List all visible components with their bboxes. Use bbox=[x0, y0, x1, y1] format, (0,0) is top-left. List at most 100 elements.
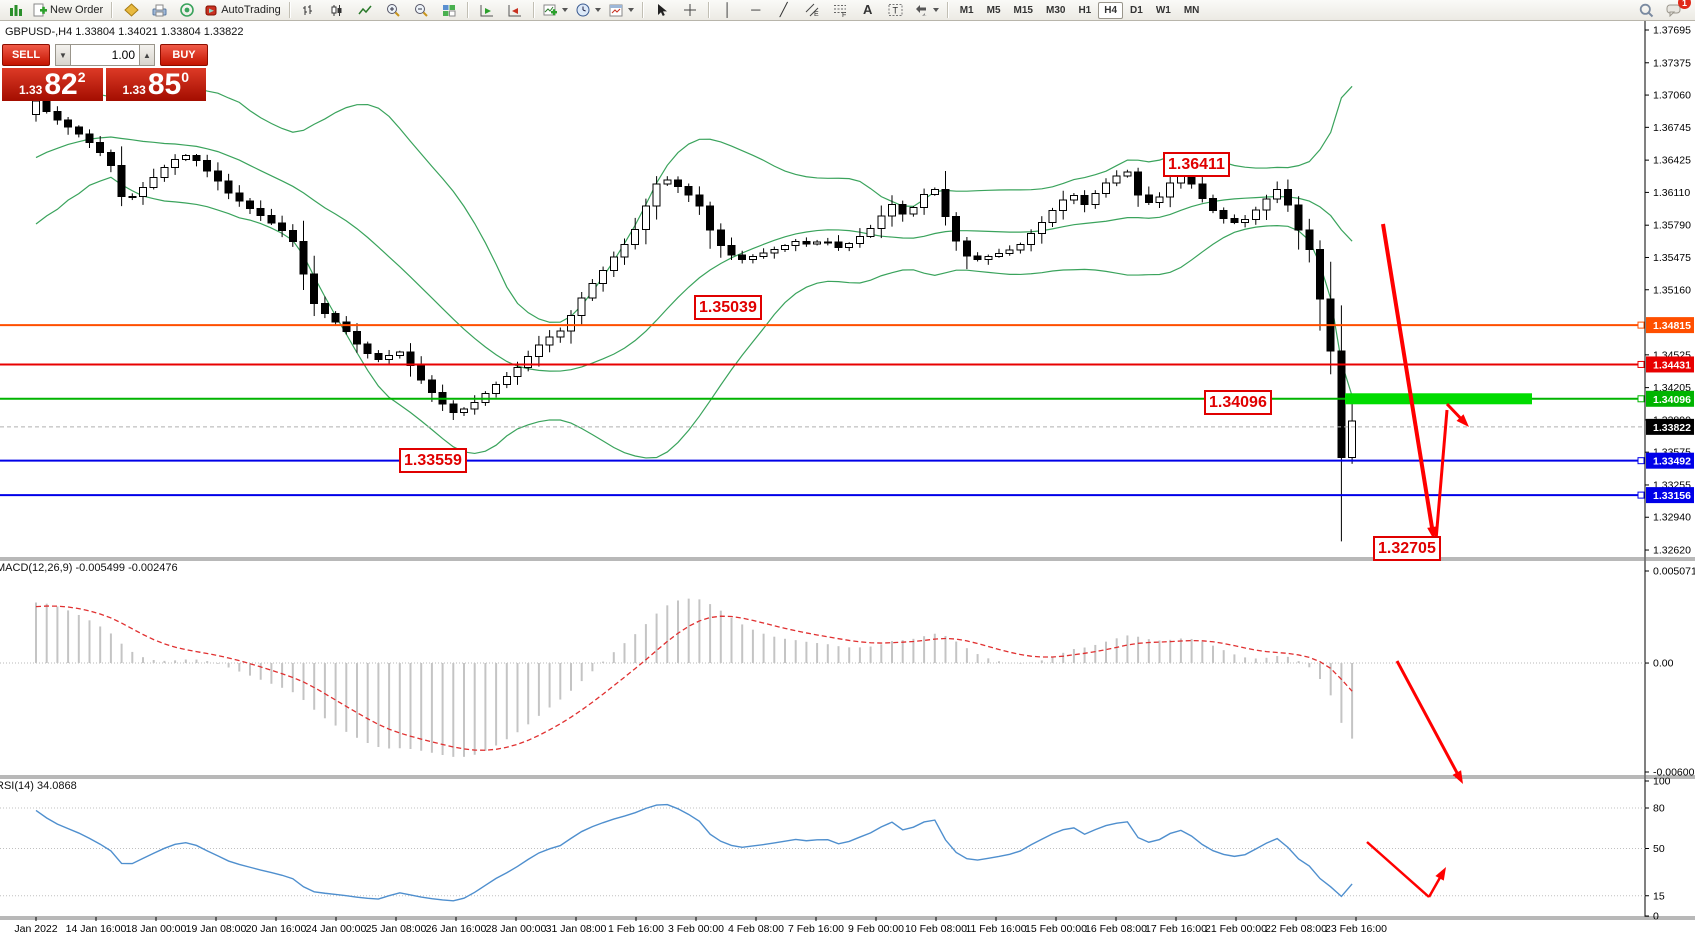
candle bbox=[652, 176, 661, 220]
sell-price-small: 1.33 bbox=[18, 83, 43, 97]
level-handle[interactable] bbox=[1637, 457, 1645, 465]
candle bbox=[599, 266, 608, 292]
price-tick-label: 1.35475 bbox=[1653, 252, 1691, 264]
sell-button[interactable]: SELL bbox=[2, 44, 50, 66]
svg-text:E: E bbox=[814, 11, 819, 17]
print-icon[interactable] bbox=[146, 1, 172, 19]
volume-increase-button[interactable]: ▲ bbox=[139, 44, 155, 66]
timeframe-d1[interactable]: D1 bbox=[1130, 4, 1143, 16]
trendline-tool[interactable]: ╱ bbox=[771, 1, 797, 19]
chart-shift-button[interactable] bbox=[502, 1, 528, 19]
candle bbox=[888, 195, 896, 227]
zoom-in-button[interactable] bbox=[380, 1, 406, 19]
candle bbox=[460, 407, 468, 417]
trend-arrow[interactable] bbox=[1366, 841, 1430, 898]
separator bbox=[532, 2, 535, 18]
candle bbox=[267, 208, 276, 225]
timeframe-m1[interactable]: M1 bbox=[959, 4, 974, 16]
notifications-button[interactable]: 1 bbox=[1661, 0, 1691, 19]
candle bbox=[534, 335, 543, 367]
signals-icon[interactable] bbox=[174, 1, 200, 19]
vertical-line-tool[interactable]: │ bbox=[715, 1, 741, 19]
price-tick-label: 1.37375 bbox=[1653, 57, 1691, 69]
price-level-badge-label: 1.34431 bbox=[1653, 359, 1691, 371]
timeframe-h4[interactable]: H4 bbox=[1098, 1, 1124, 19]
sell-price[interactable]: 1.33 82 2 bbox=[2, 68, 103, 101]
channel-tool[interactable]: E bbox=[799, 1, 825, 19]
label-tool[interactable]: T bbox=[883, 1, 909, 19]
timeframe-h1[interactable]: H1 bbox=[1078, 4, 1092, 16]
arrows-tool[interactable] bbox=[911, 1, 942, 19]
period-button[interactable] bbox=[573, 1, 604, 19]
new-order-button[interactable]: New Order bbox=[30, 1, 106, 19]
candle bbox=[524, 350, 533, 372]
trend-arrow[interactable] bbox=[1381, 223, 1435, 532]
candlestick-type-button[interactable] bbox=[324, 1, 350, 19]
search-button[interactable] bbox=[1633, 1, 1659, 19]
line-chart-type-button[interactable] bbox=[352, 1, 378, 19]
candle bbox=[1241, 215, 1250, 228]
price-tick-label: 1.35160 bbox=[1653, 284, 1691, 296]
timeframe-buttons: M1 M5 M15 M30 H1 H4 D1 W1 MN bbox=[954, 1, 1206, 19]
level-handle[interactable] bbox=[1637, 360, 1645, 368]
candle bbox=[567, 310, 575, 344]
time-tick-label: 17 Feb 16:00 bbox=[1145, 923, 1207, 935]
candle bbox=[331, 311, 340, 325]
highlight-zone-rect[interactable] bbox=[1345, 393, 1532, 405]
buy-button[interactable]: BUY bbox=[160, 44, 208, 66]
buy-price-small: 1.33 bbox=[122, 83, 146, 97]
volume-input[interactable] bbox=[71, 44, 139, 66]
timeframe-m15[interactable]: M15 bbox=[1013, 4, 1033, 16]
template-button[interactable] bbox=[606, 1, 637, 19]
cursor-tool-button[interactable] bbox=[649, 1, 675, 19]
candle bbox=[181, 154, 190, 162]
timeframe-w1[interactable]: W1 bbox=[1155, 4, 1171, 16]
price-annotation-label[interactable]: 1.35039 bbox=[694, 295, 762, 320]
zoom-out-button[interactable] bbox=[408, 1, 434, 19]
candle bbox=[716, 223, 725, 258]
timeframe-m5[interactable]: M5 bbox=[986, 4, 1001, 16]
candle bbox=[609, 251, 618, 277]
panel-separators bbox=[0, 557, 1695, 920]
fibonacci-icon: F bbox=[833, 5, 846, 17]
price-tick-label: 1.35790 bbox=[1653, 220, 1691, 232]
new-chart-button[interactable] bbox=[540, 1, 571, 19]
candle bbox=[663, 176, 672, 186]
crosshair-tool-button[interactable] bbox=[677, 1, 703, 19]
dropdown-caret bbox=[594, 8, 601, 12]
trend-arrow[interactable] bbox=[1395, 660, 1461, 777]
volume-decrease-button[interactable]: ▼ bbox=[55, 44, 71, 66]
auto-scroll-button[interactable] bbox=[474, 1, 500, 19]
price-annotation-label[interactable]: 1.34096 bbox=[1204, 390, 1272, 415]
candle bbox=[962, 236, 971, 270]
candle bbox=[727, 237, 736, 260]
buy-price[interactable]: 1.33 85 0 bbox=[105, 68, 206, 101]
candle bbox=[1348, 400, 1357, 464]
bar-chart-type-button[interactable] bbox=[296, 1, 322, 19]
horizontal-line-tool[interactable]: ─ bbox=[743, 1, 769, 19]
trend-arrow[interactable] bbox=[1427, 874, 1443, 898]
separator bbox=[466, 2, 469, 18]
level-handle[interactable] bbox=[1637, 491, 1645, 499]
chart-title: GBPUSD-,H4 1.33804 1.34021 1.33804 1.338… bbox=[5, 26, 244, 38]
price-annotation-label[interactable]: 1.36411 bbox=[1163, 152, 1230, 177]
fibonacci-tool[interactable]: F bbox=[827, 1, 853, 19]
cursor-icon bbox=[657, 4, 667, 16]
trend-arrow[interactable] bbox=[1434, 409, 1449, 541]
level-handle[interactable] bbox=[1637, 321, 1645, 329]
autotrading-button[interactable]: AutoTrading bbox=[202, 1, 284, 19]
time-tick-label: 4 Feb 08:00 bbox=[728, 923, 784, 935]
candle bbox=[866, 224, 875, 238]
price-annotation-label[interactable]: 1.33559 bbox=[399, 448, 467, 473]
candle bbox=[920, 188, 929, 215]
candle bbox=[278, 215, 287, 238]
candle bbox=[53, 106, 62, 125]
text-tool[interactable]: A bbox=[855, 1, 881, 19]
price-annotation-label[interactable]: 1.32705 bbox=[1373, 536, 1441, 561]
templates-icon[interactable] bbox=[118, 1, 144, 19]
level-handle[interactable] bbox=[1637, 395, 1645, 403]
candle bbox=[139, 181, 147, 205]
timeframe-m30[interactable]: M30 bbox=[1045, 4, 1066, 16]
tile-windows-button[interactable] bbox=[436, 1, 462, 19]
timeframe-mn[interactable]: MN bbox=[1183, 4, 1200, 16]
